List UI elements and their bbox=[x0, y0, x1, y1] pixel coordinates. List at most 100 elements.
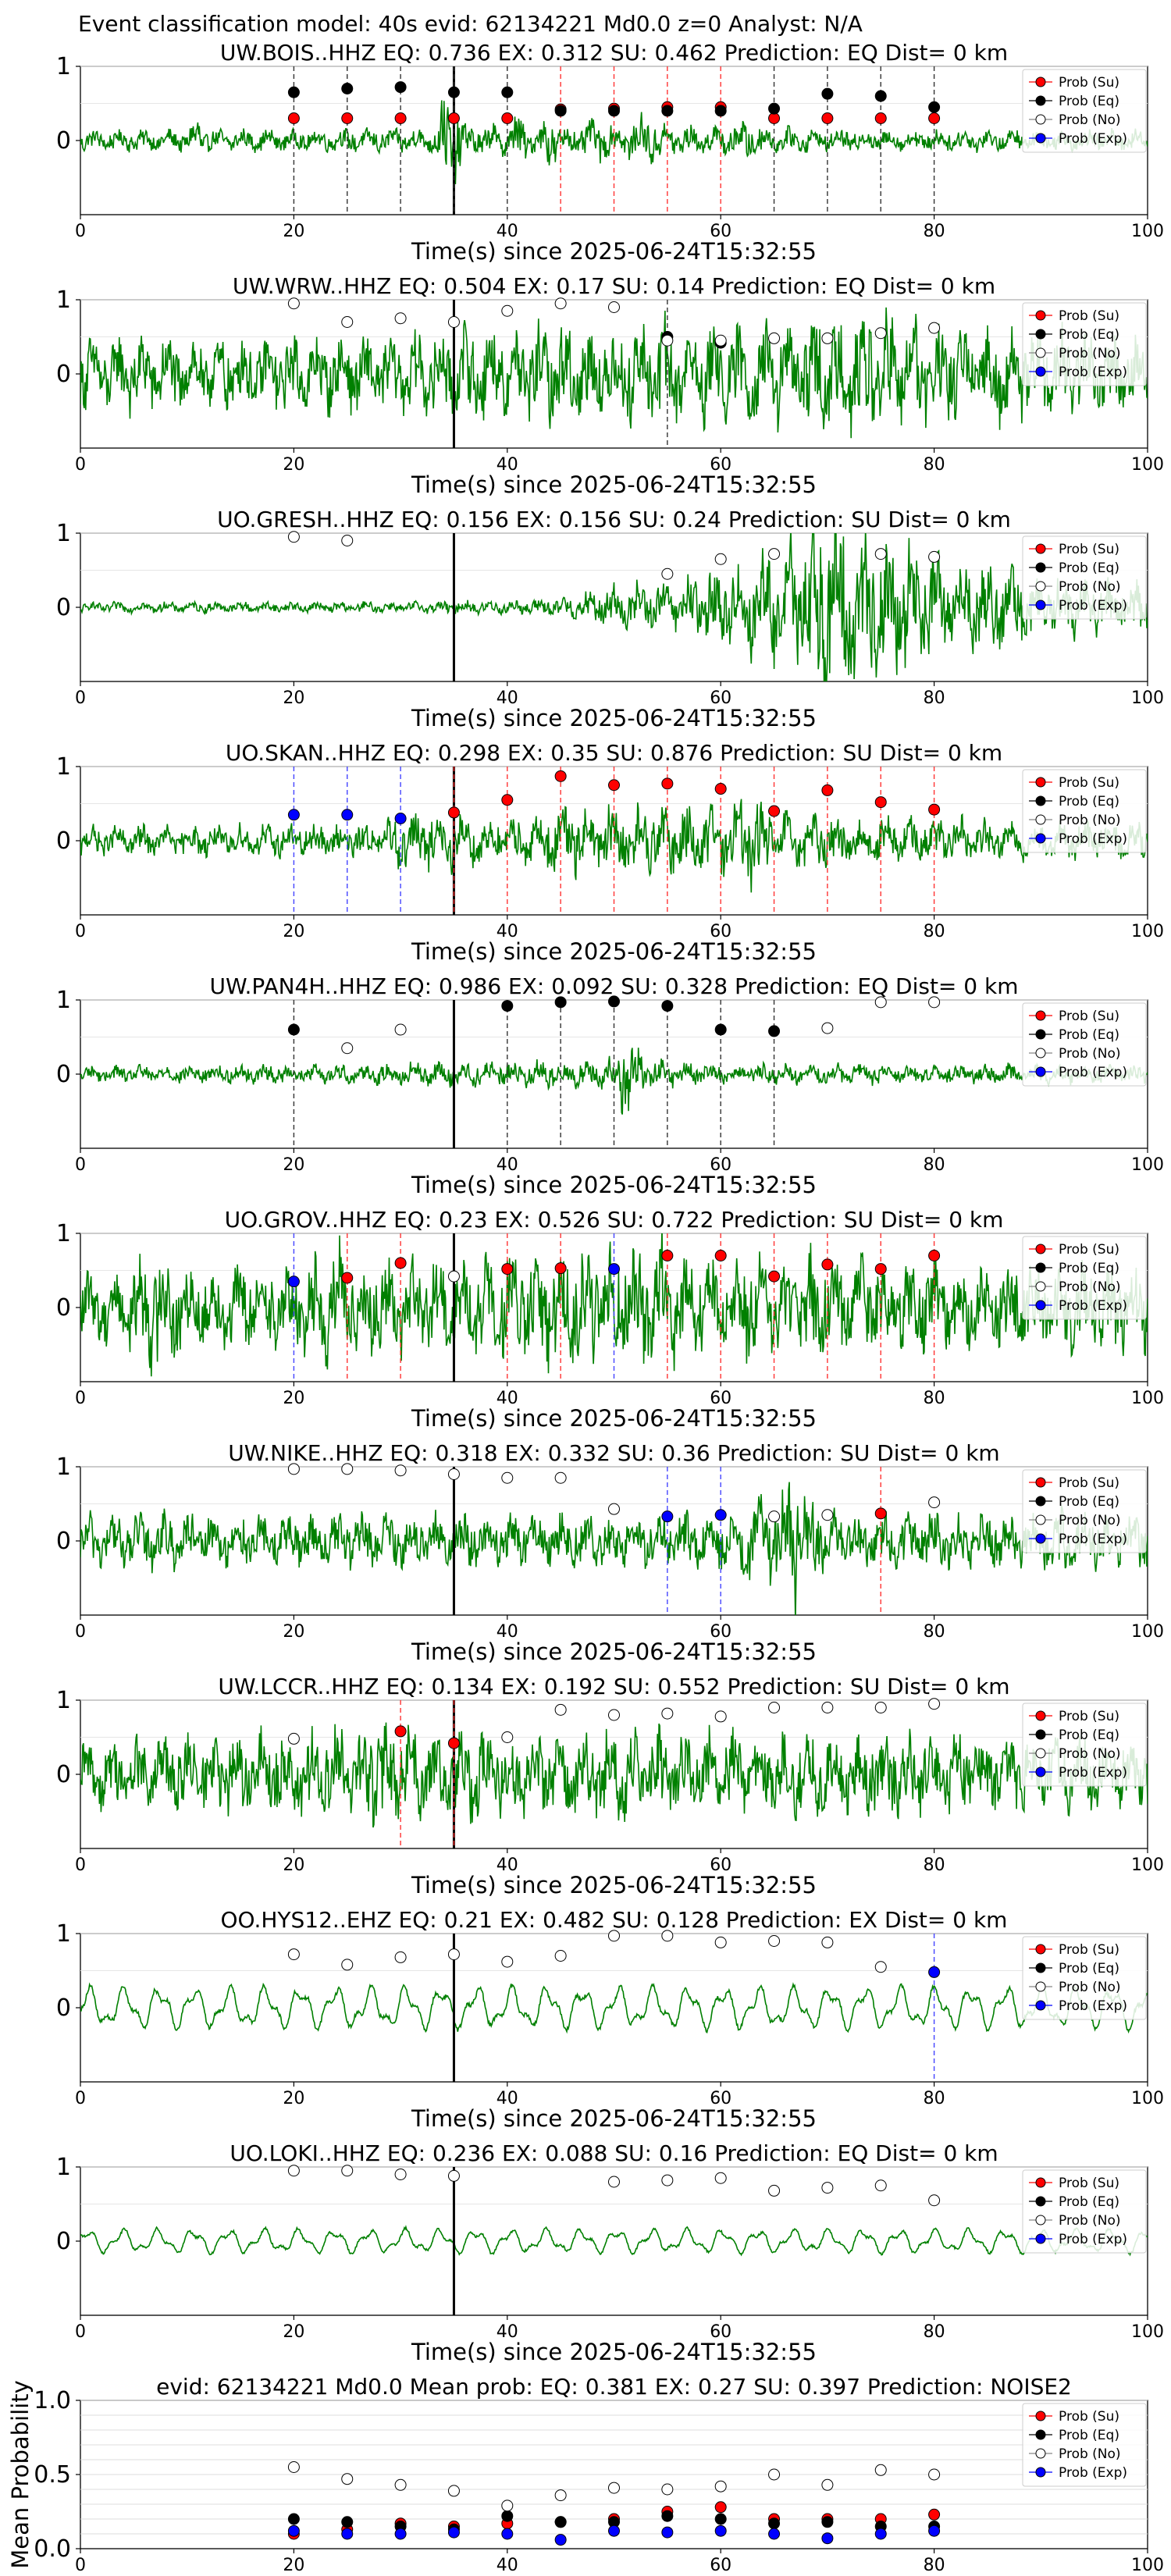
x-tick-label: 100 bbox=[1131, 222, 1164, 241]
x-tick-label: 0 bbox=[75, 922, 86, 941]
prob-marker-no bbox=[554, 297, 567, 310]
prob-marker-no bbox=[821, 332, 834, 344]
prob-marker-no bbox=[447, 1948, 460, 1961]
legend-marker bbox=[1035, 2429, 1046, 2440]
y-tick-label: 1 bbox=[56, 1920, 71, 1948]
y-tick-label: 1 bbox=[56, 2154, 71, 2181]
prob-marker-eq bbox=[394, 81, 407, 94]
x-tick-label: 20 bbox=[283, 1155, 304, 1175]
legend-marker bbox=[1035, 95, 1046, 106]
x-tick-label: 100 bbox=[1131, 2556, 1164, 2575]
prob-marker-no bbox=[501, 2500, 514, 2512]
prob-marker-no bbox=[874, 2464, 887, 2476]
prob-marker-su bbox=[714, 783, 727, 795]
prob-marker-su bbox=[874, 796, 887, 809]
x-tick-label: 100 bbox=[1131, 455, 1164, 475]
waveform-trace bbox=[80, 1982, 1148, 2034]
prob-marker-su bbox=[287, 112, 300, 124]
waveform-trace bbox=[80, 533, 1148, 681]
x-tick-label: 20 bbox=[283, 922, 304, 941]
prob-marker-eq bbox=[821, 87, 834, 100]
prob-marker-no bbox=[928, 2194, 941, 2207]
legend-label: Prob (Su) bbox=[1059, 775, 1119, 791]
prob-marker-su bbox=[874, 1263, 887, 1276]
x-tick-label: 0 bbox=[75, 1389, 86, 1408]
chart-panel: UO.LOKI..HHZ EQ: 0.236 EX: 0.088 SU: 0.1… bbox=[56, 2140, 1164, 2365]
prob-marker-no bbox=[501, 304, 514, 317]
x-tick-label: 80 bbox=[924, 922, 945, 941]
prob-marker-no bbox=[661, 334, 674, 347]
prob-marker-exp bbox=[608, 1263, 620, 1276]
legend-label: Prob (Eq) bbox=[1059, 1494, 1119, 1510]
prob-marker-no bbox=[874, 996, 887, 1009]
legend-marker bbox=[1035, 2000, 1046, 2011]
legend-label: Prob (Eq) bbox=[1059, 2194, 1119, 2210]
chart-panel: UO.GROV..HHZ EQ: 0.23 EX: 0.526 SU: 0.72… bbox=[56, 1207, 1164, 1432]
x-tick-label: 60 bbox=[710, 1622, 731, 1642]
prob-marker-eq bbox=[341, 83, 354, 94]
legend-box bbox=[1022, 2403, 1147, 2487]
prob-marker-eq bbox=[501, 2510, 514, 2522]
prob-marker-no bbox=[554, 2489, 567, 2502]
x-tick-label: 0 bbox=[75, 688, 86, 708]
x-tick-label: 60 bbox=[710, 1155, 731, 1175]
prob-marker-no bbox=[394, 2478, 407, 2491]
prob-marker-su bbox=[447, 1737, 460, 1749]
prob-marker-eq bbox=[714, 2513, 727, 2525]
x-tick-label: 100 bbox=[1131, 1389, 1164, 1408]
prob-marker-no bbox=[341, 1959, 354, 1971]
prob-marker-no bbox=[287, 1732, 300, 1745]
y-tick-label: 0 bbox=[56, 1994, 71, 2022]
prob-marker-eq bbox=[661, 1000, 674, 1012]
x-tick-label: 60 bbox=[710, 2556, 731, 2575]
chart-panel: UW.WRW..HHZ EQ: 0.504 EX: 0.17 SU: 0.14 … bbox=[56, 273, 1164, 498]
legend-marker bbox=[1035, 1244, 1046, 1254]
prob-marker-eq bbox=[768, 102, 781, 115]
prob-marker-no bbox=[608, 2176, 620, 2188]
prob-marker-exp bbox=[821, 2532, 834, 2545]
prob-marker-no bbox=[768, 548, 781, 560]
prob-marker-exp bbox=[341, 2528, 354, 2540]
prob-marker-no bbox=[714, 2480, 727, 2492]
prob-marker-exp bbox=[661, 2526, 674, 2539]
prob-marker-no bbox=[287, 2165, 300, 2177]
prob-marker-no bbox=[928, 1496, 941, 1509]
prob-marker-su bbox=[821, 784, 834, 796]
prob-marker-no bbox=[768, 332, 781, 344]
legend-marker bbox=[1035, 329, 1046, 340]
legend-box bbox=[1022, 1236, 1147, 1320]
prob-marker-exp bbox=[554, 2534, 567, 2546]
prob-marker-no bbox=[768, 2184, 781, 2197]
prob-marker-no bbox=[394, 1464, 407, 1477]
prob-marker-eq bbox=[287, 1023, 300, 1036]
legend-label: Prob (Exp) bbox=[1059, 1065, 1127, 1080]
x-tick-label: 20 bbox=[283, 1856, 304, 1875]
prob-marker-no bbox=[661, 2483, 674, 2496]
x-tick-label: 40 bbox=[497, 2089, 518, 2108]
x-tick-label: 60 bbox=[710, 2322, 731, 2342]
legend-label: Prob (Eq) bbox=[1059, 560, 1119, 576]
legend-marker bbox=[1035, 1066, 1046, 1077]
legend-label: Prob (Exp) bbox=[1059, 365, 1127, 380]
prob-marker-no bbox=[501, 1731, 514, 1743]
legend-label: Prob (Exp) bbox=[1059, 2232, 1127, 2247]
legend-marker bbox=[1035, 310, 1046, 321]
prob-marker-su bbox=[394, 1725, 407, 1738]
x-tick-label: 60 bbox=[710, 222, 731, 241]
legend-box bbox=[1022, 1703, 1147, 1787]
panels: UW.BOIS..HHZ EQ: 0.736 EX: 0.312 SU: 0.4… bbox=[7, 40, 1164, 2575]
x-tick-label: 80 bbox=[924, 688, 945, 708]
legend-box bbox=[1022, 69, 1147, 153]
panel-title: UW.BOIS..HHZ EQ: 0.736 EX: 0.312 SU: 0.4… bbox=[220, 40, 1008, 66]
prob-marker-no bbox=[341, 535, 354, 546]
prob-marker-no bbox=[447, 1270, 460, 1283]
prob-marker-no bbox=[501, 1471, 514, 1484]
legend-marker bbox=[1035, 1477, 1046, 1488]
x-tick-label: 100 bbox=[1131, 688, 1164, 708]
x-tick-label: 20 bbox=[283, 222, 304, 241]
legend-marker bbox=[1035, 1533, 1046, 1544]
legend-label: Prob (Eq) bbox=[1059, 327, 1119, 343]
y-tick-label: 0 bbox=[56, 1294, 71, 1322]
legend-label: Prob (No) bbox=[1059, 2213, 1121, 2229]
legend-marker bbox=[1035, 2411, 1046, 2421]
